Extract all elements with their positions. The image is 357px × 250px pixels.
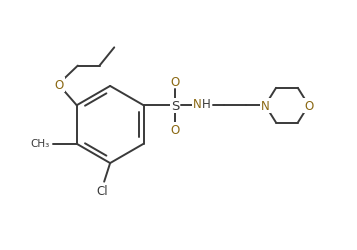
Text: N: N (261, 99, 270, 112)
Text: N: N (261, 99, 270, 112)
Text: O: O (170, 124, 180, 136)
Text: O: O (170, 75, 180, 88)
Text: O: O (304, 99, 313, 112)
Text: O: O (55, 78, 64, 91)
Text: S: S (171, 99, 179, 112)
Text: H: H (202, 98, 211, 110)
Text: Cl: Cl (97, 184, 108, 197)
Text: N: N (193, 98, 202, 110)
Text: CH₃: CH₃ (30, 138, 50, 148)
